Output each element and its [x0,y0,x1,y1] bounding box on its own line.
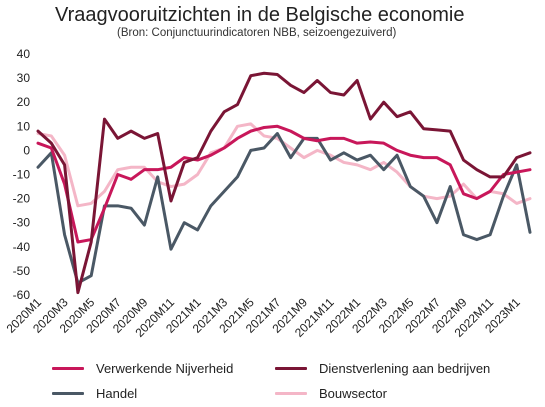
y-tick-label: 20 [17,95,31,109]
y-tick-label: -30 [13,216,31,230]
y-tick-label: 40 [17,47,31,61]
y-tick-label: -40 [13,240,31,254]
series-line-handel [36,132,532,285]
y-tick-label: 0 [23,143,30,157]
y-tick-label: 30 [17,71,31,85]
y-axis: 40 30 20 10 0 -10 -20 -30 -40 -50 -60 [13,47,31,302]
chart-title: Vraagvooruitzichten in de Belgische econ… [55,4,465,26]
y-tick-label: -20 [13,192,31,206]
y-tick-label: -60 [13,288,31,302]
y-tick-label: 10 [17,119,31,133]
series-line-dienstverlening-aan-bedrijven [36,71,532,295]
chart-subtitle: (Bron: Conjunctuurindicatoren NBB, seizo… [117,27,397,39]
series-lines [36,71,532,295]
y-tick-label: -50 [13,264,31,278]
y-tick-label: -10 [13,168,31,182]
x-axis: 2020M12020M32020M52020M72020M92020M11202… [4,295,523,340]
series-line-verwerkende-nijverheid [36,124,532,244]
